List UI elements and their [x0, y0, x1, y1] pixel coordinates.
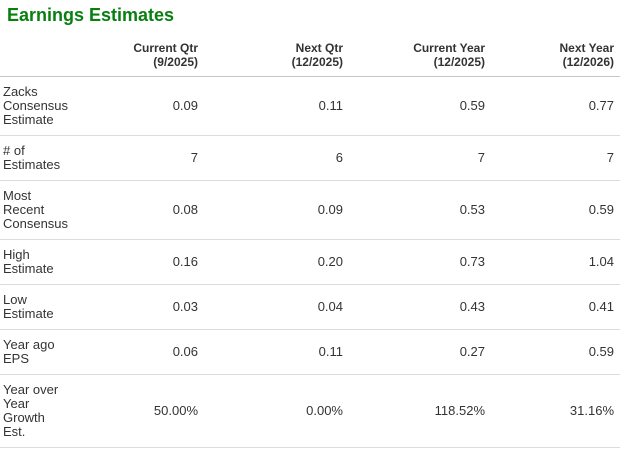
row-label: Most Recent Consensus [0, 180, 70, 240]
cell-value: 31.16% [485, 374, 620, 448]
cell-value: 0.77 [485, 76, 620, 136]
cell-value: 0.11 [198, 76, 343, 136]
cell-value: 7 [343, 135, 485, 181]
column-header-period: (12/2026) [562, 55, 614, 69]
earnings-estimates-table: Current Qtr (9/2025) Next Qtr (12/2025) … [0, 26, 620, 448]
cell-value: 0.11 [198, 329, 343, 375]
column-header-label: Current Year [413, 41, 485, 55]
cell-value: 0.06 [70, 329, 198, 375]
cell-value: 0.59 [485, 180, 620, 240]
cell-value: 0.59 [485, 329, 620, 375]
cell-value: 1.04 [485, 239, 620, 285]
row-label: Year over Year Growth Est. [0, 374, 70, 448]
column-header-current-qtr: Current Qtr (9/2025) [70, 26, 198, 77]
cell-value: 0.04 [198, 284, 343, 330]
cell-value: 0.09 [198, 180, 343, 240]
cell-value: 0.53 [343, 180, 485, 240]
cell-value: 7 [70, 135, 198, 181]
table-row: Year ago EPS 0.06 0.11 0.27 0.59 [0, 329, 620, 375]
row-label: # of Estimates [0, 135, 70, 181]
column-header-period: (9/2025) [153, 55, 198, 69]
column-header-period: (12/2025) [291, 55, 343, 69]
cell-value: 0.20 [198, 239, 343, 285]
cell-value: 0.08 [70, 180, 198, 240]
column-header-current-year: Current Year (12/2025) [343, 26, 485, 77]
header-row: Current Qtr (9/2025) Next Qtr (12/2025) … [0, 26, 620, 77]
column-header-label: Current Qtr [133, 41, 198, 55]
page-title: Earnings Estimates [7, 5, 175, 25]
column-header-label: Next Qtr [295, 41, 343, 55]
row-label: Year ago EPS [0, 329, 70, 375]
column-header-label: Next Year [559, 41, 615, 55]
cell-value: 0.27 [343, 329, 485, 375]
table-body: Zacks Consensus Estimate 0.09 0.11 0.59 0.77… [0, 76, 620, 448]
cell-value: 0.73 [343, 239, 485, 285]
cell-value: 0.43 [343, 284, 485, 330]
table-row: Year over Year Growth Est. 50.00% 0.00% 118… [0, 374, 620, 448]
table-row: # of Estimates 7 6 7 7 [0, 135, 620, 181]
row-label: High Estimate [0, 239, 70, 285]
table-header: Current Qtr (9/2025) Next Qtr (12/2025) … [0, 26, 620, 77]
row-label: Low Estimate [0, 284, 70, 330]
cell-value: 0.03 [70, 284, 198, 330]
corner-cell [0, 26, 70, 77]
cell-value: 0.41 [485, 284, 620, 330]
cell-value: 0.16 [70, 239, 198, 285]
cell-value: 118.52% [343, 374, 485, 448]
table-row: Most Recent Consensus 0.08 0.09 0.53 0.59 [0, 180, 620, 240]
column-header-next-qtr: Next Qtr (12/2025) [198, 26, 343, 77]
table-row: High Estimate 0.16 0.20 0.73 1.04 [0, 239, 620, 285]
table-row: Zacks Consensus Estimate 0.09 0.11 0.59 0.77 [0, 76, 620, 136]
cell-value: 7 [485, 135, 620, 181]
table-row: Low Estimate 0.03 0.04 0.43 0.41 [0, 284, 620, 330]
cell-value: 0.09 [70, 76, 198, 136]
column-header-period: (12/2025) [433, 55, 485, 69]
cell-value: 50.00% [70, 374, 198, 448]
cell-value: 0.00% [198, 374, 343, 448]
cell-value: 0.59 [343, 76, 485, 136]
column-header-next-year: Next Year (12/2026) [485, 26, 620, 77]
row-label: Zacks Consensus Estimate [0, 76, 70, 136]
cell-value: 6 [198, 135, 343, 181]
